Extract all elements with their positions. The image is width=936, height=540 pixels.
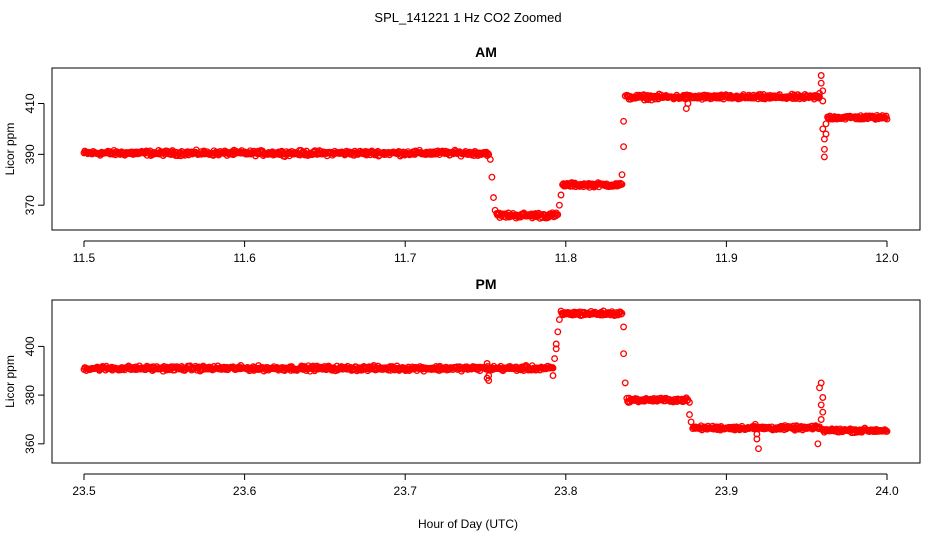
x-tick-label: 23.9: [715, 484, 739, 498]
data-point: [491, 206, 499, 214]
data-point: [621, 379, 629, 387]
data-point: [816, 93, 823, 101]
x-tick-label: 23.6: [233, 484, 257, 498]
data-point: [555, 316, 563, 324]
data-point: [686, 411, 693, 419]
x-tick-label: 23.7: [394, 484, 418, 498]
data-point: [817, 416, 825, 423]
data-point: [549, 372, 557, 380]
x-tick-label: 11.7: [394, 251, 417, 265]
data-point: [490, 194, 497, 202]
data-point: [686, 398, 693, 406]
data-point: [687, 418, 695, 426]
y-axis-label: Licor ppm: [3, 355, 17, 408]
data-point: [819, 97, 827, 105]
data-point: [753, 435, 761, 443]
data-point: [552, 345, 560, 353]
data-point: [549, 364, 557, 372]
data-point: [620, 117, 628, 125]
plot-frame: [51, 299, 921, 464]
data-point: [485, 372, 493, 380]
data-point: [620, 323, 628, 331]
data-point: [816, 423, 823, 431]
data-point: [620, 350, 628, 358]
data-point: [753, 430, 761, 438]
data-point: [819, 125, 827, 133]
data-point: [620, 143, 628, 151]
y-tick-label: 390: [23, 144, 37, 164]
data-point: [822, 130, 830, 138]
panel-am: AM 11.5 11.6 11.7 11.8 11.9 12.0 370 390 410 Licor…: [3, 44, 921, 265]
data-point: [820, 153, 828, 161]
data-point: [882, 112, 890, 120]
data-point: [883, 115, 891, 123]
data-series: [80, 307, 891, 453]
data-point: [817, 379, 825, 387]
data-point: [486, 155, 494, 163]
x-tick-label: 12.0: [875, 251, 899, 265]
data-point: [552, 340, 560, 348]
panel-pm: PM 23.5 23.6 23.7 23.8 23.9 24.0 360 380 400 Licor…: [3, 276, 921, 498]
data-point: [618, 309, 626, 317]
x-tick-label: 23.5: [72, 484, 96, 498]
y-tick-label: 410: [23, 93, 37, 113]
data-point: [817, 79, 825, 87]
x-tick-label: 11.8: [555, 251, 578, 265]
y-tick-label: 360: [23, 433, 37, 453]
x-axis-label: Hour of Day (UTC): [418, 517, 518, 531]
data-point: [684, 100, 692, 107]
x-tick-label: 11.9: [715, 251, 738, 265]
plot-frame: [51, 67, 921, 231]
x-tick-label: 11.5: [73, 251, 96, 265]
y-tick-label: 370: [23, 195, 37, 215]
data-point: [488, 173, 496, 181]
data-point: [819, 394, 827, 401]
data-point: [554, 211, 562, 219]
data-point: [551, 355, 559, 363]
data-point: [555, 201, 563, 209]
data-point: [820, 145, 828, 153]
data-point: [485, 377, 493, 384]
data-point: [557, 191, 565, 199]
data-point: [618, 171, 626, 179]
data-point: [819, 408, 827, 416]
data-point: [816, 89, 823, 97]
data-point: [817, 401, 825, 409]
data-point: [814, 440, 822, 448]
panel-title: PM: [476, 276, 497, 292]
data-point: [621, 92, 629, 100]
data-series: [80, 72, 891, 222]
data-point: [755, 445, 762, 453]
x-tick-label: 24.0: [875, 484, 899, 498]
y-tick-label: 400: [23, 336, 37, 356]
data-point: [883, 427, 891, 435]
data-point: [822, 120, 830, 128]
x-tick-label: 11.6: [233, 251, 256, 265]
data-point: [817, 72, 825, 79]
data-point: [554, 328, 562, 336]
data-point: [483, 360, 491, 367]
x-tick-label: 23.8: [554, 484, 578, 498]
data-point: [751, 420, 759, 428]
y-axis-label: Licor ppm: [3, 123, 17, 176]
panel-title: AM: [475, 44, 497, 60]
figure-title: SPL_141221 1 Hz CO2 Zoomed: [374, 10, 561, 25]
data-point: [618, 180, 626, 188]
y-tick-label: 380: [23, 385, 37, 405]
